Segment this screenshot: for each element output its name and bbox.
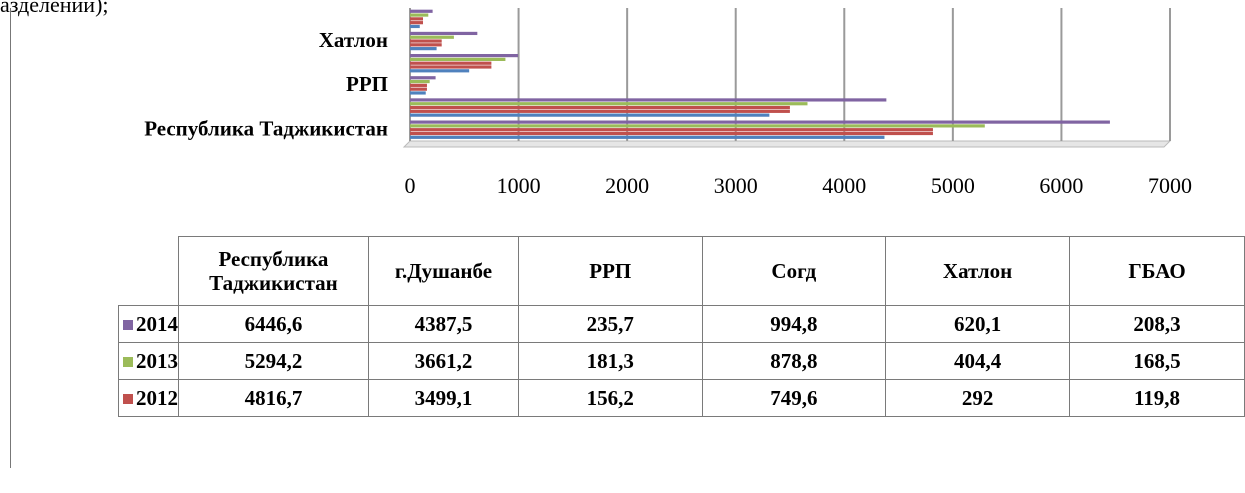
x-axis: 0 1000 2000 3000 4000 5000 6000 7000 bbox=[405, 173, 1193, 198]
bar bbox=[410, 9, 433, 13]
bar bbox=[410, 69, 470, 73]
column-header: Республика Таджикистан bbox=[178, 236, 369, 306]
bar bbox=[410, 54, 519, 58]
bar bbox=[410, 39, 442, 43]
table-cell: 4816,7 bbox=[178, 379, 369, 417]
table-cell: 3661,2 bbox=[367, 342, 519, 380]
bar bbox=[410, 113, 770, 117]
table-cell: 404,4 bbox=[885, 342, 1071, 380]
legend-cell: 2014 bbox=[118, 305, 179, 343]
bar bbox=[410, 109, 790, 113]
table-cell: 235,7 bbox=[517, 305, 703, 343]
bar bbox=[410, 21, 424, 25]
category-label: Хатлон bbox=[319, 28, 388, 52]
gridlines bbox=[402, 8, 1172, 148]
table-header-row: Республика Таджикистан г.Душанбе РРП Согд Ха… bbox=[118, 236, 1245, 306]
table-cell: 878,8 bbox=[701, 342, 887, 380]
table-corner-cell bbox=[118, 236, 179, 306]
bar bbox=[410, 24, 420, 29]
category-label: РРП bbox=[346, 72, 388, 96]
document-margin-rule bbox=[10, 8, 11, 468]
table-cell: 749,6 bbox=[701, 379, 887, 417]
column-header: Согд bbox=[701, 236, 887, 306]
bar bbox=[410, 31, 478, 36]
bar bbox=[410, 83, 427, 87]
legend-swatch bbox=[123, 356, 133, 367]
data-table: Республика Таджикистан г.Душанбе РРП Согд Ха… bbox=[118, 236, 1245, 417]
bar bbox=[410, 135, 885, 139]
bar-chart: 0 1000 2000 3000 4000 5000 6000 7000 Республика… bbox=[144, 8, 1193, 198]
bar bbox=[410, 131, 933, 136]
column-header: Хатлон bbox=[885, 236, 1071, 306]
table-row: 2014 6446,6 4387,5 235,7 994,8 620,1 208,3 bbox=[118, 305, 1245, 343]
column-header: г.Душанбе bbox=[367, 236, 519, 306]
document-text-fragment: азделений); bbox=[0, 0, 109, 17]
bar bbox=[410, 105, 790, 110]
table-cell: 156,2 bbox=[517, 379, 703, 417]
legend-year: 2014 bbox=[136, 311, 178, 336]
legend-swatch bbox=[123, 393, 133, 404]
column-header: РРП bbox=[517, 236, 703, 306]
bar bbox=[410, 35, 454, 39]
column-header: ГБАО bbox=[1069, 236, 1245, 306]
x-tick-label: 5000 bbox=[931, 173, 975, 198]
table-cell: 292 bbox=[885, 379, 1071, 417]
table-row: 2012 4816,7 3499,1 156,2 749,6 292 119,8 bbox=[118, 379, 1245, 417]
bar bbox=[410, 43, 442, 47]
table-cell: 620,1 bbox=[885, 305, 1071, 343]
legend-swatch bbox=[123, 319, 133, 330]
bar bbox=[410, 61, 492, 65]
table-cell: 4387,5 bbox=[367, 305, 519, 343]
chart-floor bbox=[402, 140, 1172, 148]
bar bbox=[410, 98, 887, 102]
table-cell: 3499,1 bbox=[367, 379, 519, 417]
x-tick-label: 6000 bbox=[1039, 173, 1083, 198]
table-cell: 119,8 bbox=[1069, 379, 1245, 417]
legend-cell: 2013 bbox=[118, 342, 179, 380]
bar bbox=[410, 76, 436, 80]
bar bbox=[410, 102, 808, 106]
table-row: 2013 5294,2 3661,2 181,3 878,8 404,4 168,5 bbox=[118, 342, 1245, 380]
x-tick-label: 7000 bbox=[1148, 173, 1192, 198]
x-tick-label: 3000 bbox=[714, 173, 758, 198]
bar bbox=[410, 79, 430, 84]
legend-cell: 2012 bbox=[118, 379, 179, 417]
table-cell: 181,3 bbox=[517, 342, 703, 380]
bar bbox=[410, 65, 492, 69]
table-cell: 208,3 bbox=[1069, 305, 1245, 343]
bar bbox=[410, 128, 933, 132]
bar bbox=[410, 87, 427, 91]
bar bbox=[410, 47, 437, 51]
bar bbox=[410, 91, 426, 95]
table-cell: 168,5 bbox=[1069, 342, 1245, 380]
bar bbox=[410, 13, 429, 17]
x-tick-label: 2000 bbox=[605, 173, 649, 198]
table-cell: 994,8 bbox=[701, 305, 887, 343]
bar bbox=[410, 124, 985, 128]
x-tick-label: 4000 bbox=[822, 173, 866, 198]
bar bbox=[410, 120, 1110, 124]
table-cell: 6446,6 bbox=[178, 305, 369, 343]
x-tick-label: 0 bbox=[405, 173, 416, 198]
table-cell: 5294,2 bbox=[178, 342, 369, 380]
bar bbox=[410, 17, 424, 21]
legend-year: 2012 bbox=[136, 385, 178, 410]
legend-year: 2013 bbox=[136, 348, 178, 373]
bar bbox=[410, 57, 506, 61]
category-labels: Республика Таджикистан РРП Хатлон bbox=[144, 28, 388, 141]
bars bbox=[410, 9, 1110, 139]
x-tick-label: 1000 bbox=[497, 173, 541, 198]
category-label: Республика Таджикистан bbox=[144, 116, 388, 140]
table-body: 2014 6446,6 4387,5 235,7 994,8 620,1 208,3 2013… bbox=[118, 305, 1245, 417]
